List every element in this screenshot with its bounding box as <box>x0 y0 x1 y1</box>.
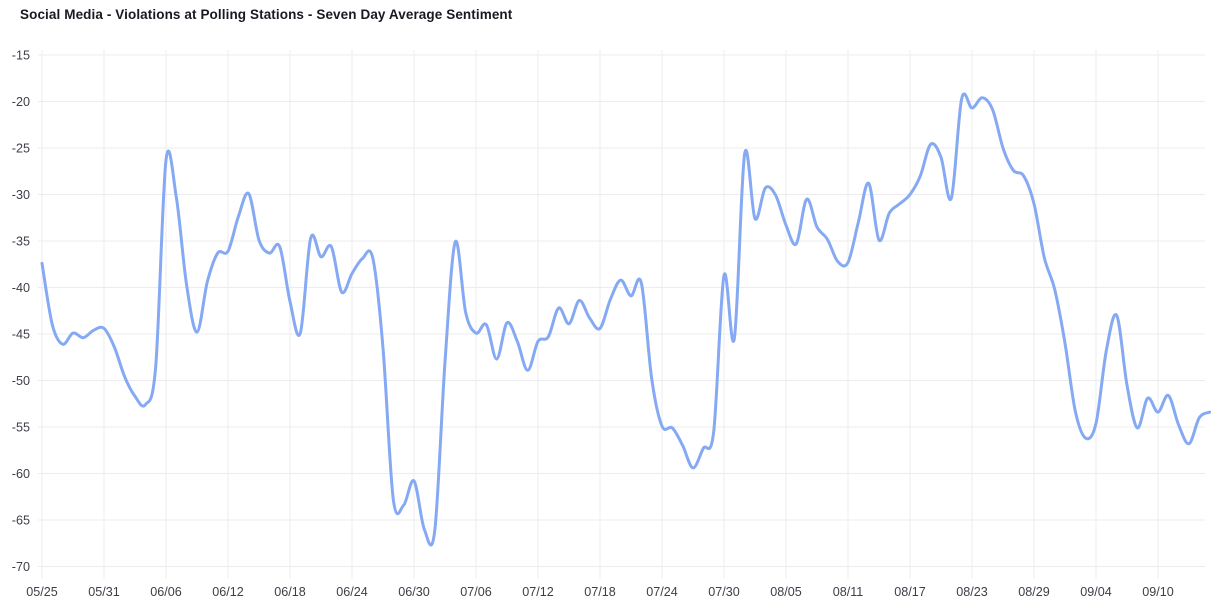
x-tick-label: 07/30 <box>708 585 740 599</box>
x-tick-label: 06/30 <box>398 585 430 599</box>
y-tick-label: -25 <box>12 142 30 156</box>
x-tick-label: 05/31 <box>88 585 120 599</box>
chart-title: Social Media - Violations at Polling Sta… <box>20 7 513 22</box>
y-tick-label: -40 <box>12 281 30 295</box>
y-tick-label: -55 <box>12 421 30 435</box>
y-axis-labels: -15 -20 -25 -30 -35 -40 -45 -50 -55 -60 -65 -70 <box>12 49 30 575</box>
sentiment-line[interactable] <box>40 92 1211 547</box>
y-tick-label: -20 <box>12 95 30 109</box>
x-gridlines <box>41 50 1159 579</box>
x-tick-label: 07/18 <box>584 585 616 599</box>
x-tick-label: 07/12 <box>522 585 554 599</box>
x-tick-label: 05/25 <box>26 585 58 599</box>
x-tick-label: 07/24 <box>646 585 678 599</box>
x-tick-label: 08/05 <box>770 585 802 599</box>
x-tick-label: 06/18 <box>274 585 306 599</box>
x-tick-label: 09/10 <box>1142 585 1174 599</box>
y-gridlines <box>38 54 1205 567</box>
y-tick-label: -65 <box>12 514 30 528</box>
x-axis-labels: 05/25 05/31 06/06 06/12 06/18 06/24 06/30 07/06… <box>26 585 1174 599</box>
y-tick-label: -70 <box>12 560 30 574</box>
y-tick-label: -60 <box>12 467 30 481</box>
x-tick-label: 07/06 <box>460 585 492 599</box>
y-tick-label: -35 <box>12 235 30 249</box>
x-tick-label: 09/04 <box>1080 585 1112 599</box>
x-tick-label: 08/29 <box>1018 585 1050 599</box>
y-tick-label: -15 <box>12 49 30 63</box>
x-tick-label: 08/23 <box>956 585 988 599</box>
x-tick-label: 08/17 <box>894 585 926 599</box>
x-tick-label: 06/12 <box>212 585 244 599</box>
y-tick-label: -45 <box>12 328 30 342</box>
y-tick-label: -30 <box>12 188 30 202</box>
x-tick-label: 08/11 <box>833 585 864 599</box>
y-tick-label: -50 <box>12 374 30 388</box>
x-tick-label: 06/24 <box>336 585 368 599</box>
x-tick-label: 06/06 <box>150 585 182 599</box>
